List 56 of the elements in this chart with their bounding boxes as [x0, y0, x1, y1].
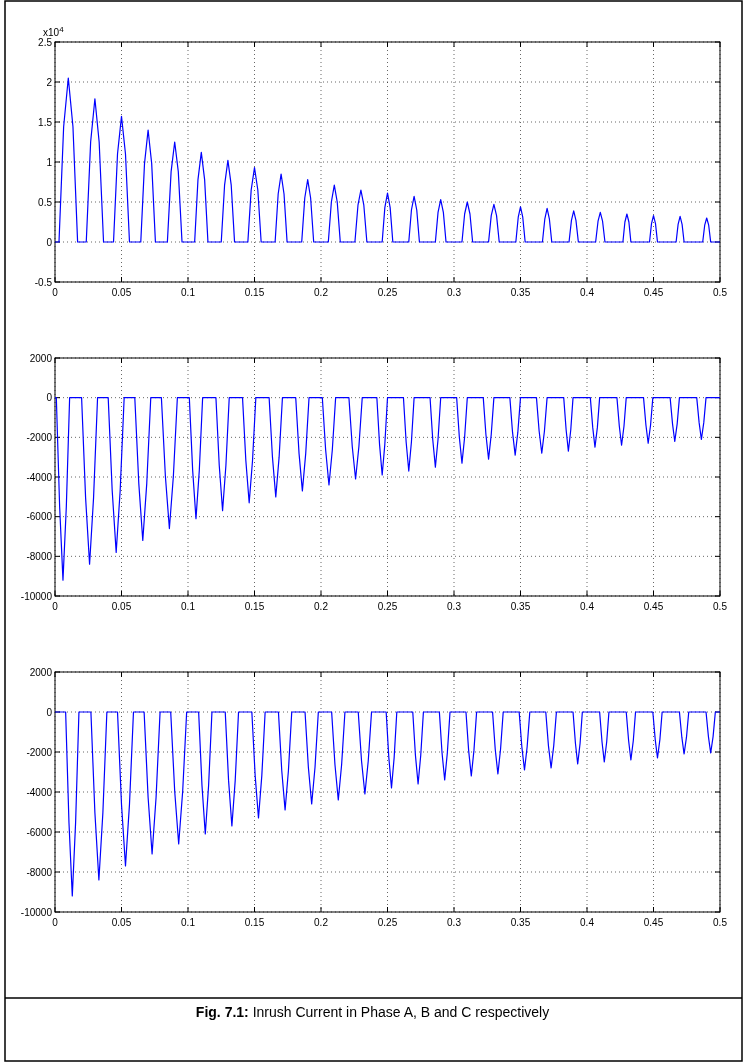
y-tick-label: -10000	[20, 906, 53, 918]
y-tick-label: 0	[46, 392, 53, 404]
x-tick-label: 0.4	[580, 601, 595, 612]
x-tick-label: 0.3	[447, 601, 462, 612]
y-tick-label: -8000	[26, 550, 53, 562]
x-tick-label: 0.2	[314, 601, 329, 612]
x-tick-label: 0.25	[377, 601, 398, 612]
x-tick-label: 0.15	[244, 601, 265, 612]
x-tick-label: 0.25	[377, 917, 398, 928]
x-tick-label: 0.2	[314, 917, 329, 928]
x-tick-label: 0.35	[510, 917, 531, 928]
y-tick-label: -4000	[26, 471, 53, 483]
x-tick-label: 0.3	[447, 917, 462, 928]
y-tick-label: 1	[46, 156, 53, 168]
caption: Fig. 7.1: Inrush Current in Phase A, B and C respectively	[195, 1004, 550, 1020]
y-tick-label: 1.5	[38, 116, 53, 128]
x-tick-label: 0.1	[181, 601, 196, 612]
line-series	[54, 77, 721, 243]
x-tick-label: 0.05	[111, 287, 132, 298]
x-tick-label: 0.35	[510, 601, 531, 612]
x-tick-label: 0.3	[447, 287, 462, 298]
x-tick-label: 0.4	[580, 287, 595, 298]
x-tick-label: 0.5	[713, 601, 728, 612]
x-tick-label: 0.15	[244, 287, 265, 298]
text: x10$^{4}$	[43, 24, 65, 38]
x-tick-label: 0.4	[580, 917, 595, 928]
line-series	[54, 397, 721, 581]
y-tick-label: 2.5	[38, 36, 53, 48]
y-tick-label: -4000	[26, 786, 53, 798]
line-series	[54, 711, 721, 897]
y-tick-label: 0	[46, 706, 53, 718]
x-tick-label: 0.1	[181, 287, 196, 298]
x-tick-label: 0.25	[377, 287, 398, 298]
x-tick-label: 0.45	[643, 601, 664, 612]
x-tick-label: 0.45	[643, 917, 664, 928]
x-tick-label: 0.05	[111, 917, 132, 928]
y-tick-label: -2000	[26, 746, 53, 758]
y-tick-label: 0	[46, 236, 53, 248]
y-tick-label: -10000	[20, 590, 53, 602]
y-tick-label: 2000	[29, 666, 53, 678]
y-tick-label: 0.5	[38, 196, 53, 208]
x-tick-label: 0.05	[111, 601, 132, 612]
y-tick-label: -0.5	[34, 276, 53, 288]
y-tick-label: -6000	[26, 826, 53, 838]
x-tick-label: 0.35	[510, 287, 531, 298]
x-tick-label: 0.15	[244, 917, 265, 928]
x-tick-label: 0.1	[181, 917, 196, 928]
y-tick-label: 2000	[29, 352, 53, 364]
x-tick-label: 0.45	[643, 287, 664, 298]
x-tick-label: 0.5	[713, 287, 728, 298]
x-tick-label: 0.2	[314, 287, 329, 298]
y-tick-label: -8000	[26, 866, 53, 878]
y-tick-label: -2000	[26, 431, 53, 443]
x-tick-label: 0.5	[713, 917, 728, 928]
y-tick-label: 2	[46, 76, 53, 88]
y-tick-label: -6000	[26, 511, 53, 523]
